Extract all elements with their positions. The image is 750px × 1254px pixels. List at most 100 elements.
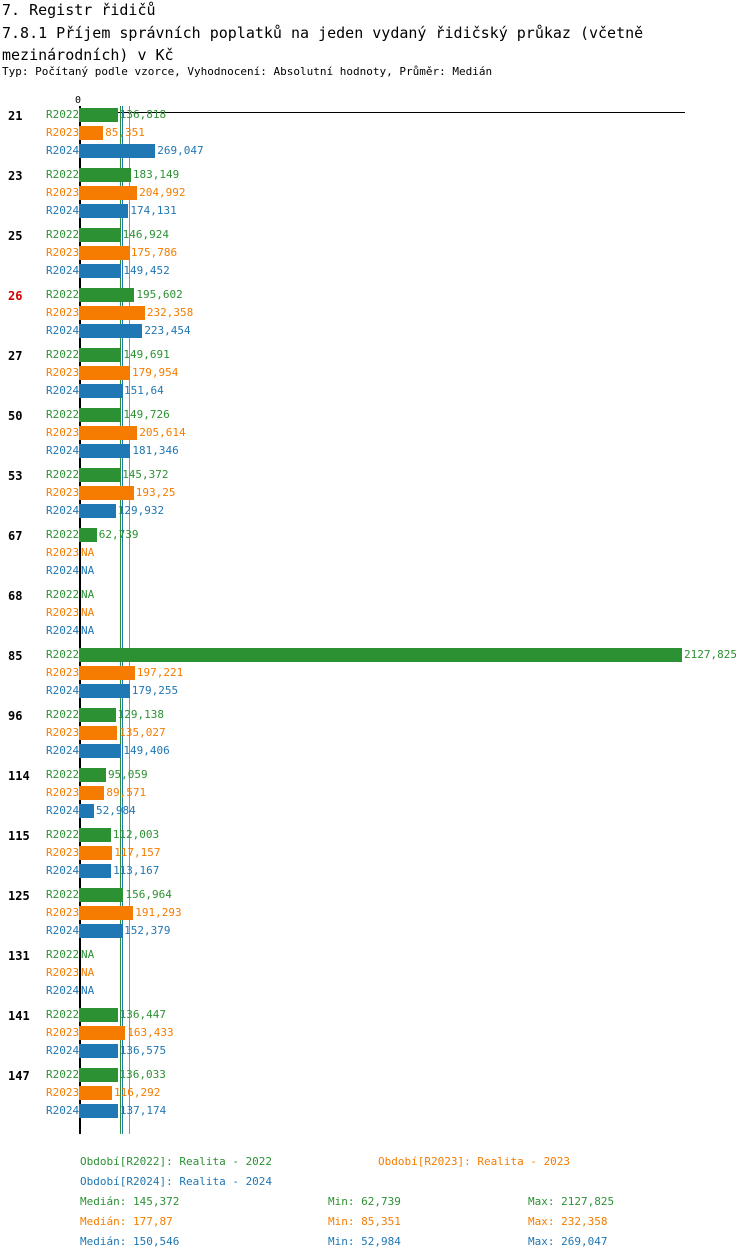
bar-147-R2024[interactable] [79,1104,118,1118]
bar-value-label: 136,575 [119,1044,167,1057]
series-label-R2022: R2022 [46,828,80,841]
bar-25-R2022[interactable] [79,228,121,242]
bar-value-label: 156,964 [125,888,172,901]
series-label-R2024: R2024 [46,984,80,997]
bar-value-label: 163,433 [127,1026,174,1039]
bar-value-label: 193,25 [135,486,176,499]
legend-median-R2024: Medián: 150,546 [80,1235,180,1248]
bar-85-R2023[interactable] [79,666,135,680]
bar-row: R2023 175,786 [0,244,750,262]
bar-147-R2023[interactable] [79,1086,112,1100]
bar-row: R2022 136,818 [0,106,750,124]
bar-114-R2022[interactable] [79,768,106,782]
axis-origin-label: 0 [75,95,82,106]
axis-vertical-line [79,106,81,1134]
bar-row: R2022 NA [0,946,750,964]
series-label-R2024: R2024 [46,564,80,577]
series-label-R2022: R2022 [46,1008,80,1021]
bar-23-R2022[interactable] [79,168,131,182]
bar-21-R2024[interactable] [79,144,156,158]
bar-value-label: 149,691 [123,348,170,361]
series-label-R2023: R2023 [46,426,80,439]
legend-max-R2022: Max: 2127,825 [528,1195,615,1208]
bar-25-R2024[interactable] [79,264,122,278]
bar-value-label: 151,64 [123,384,164,397]
bar-115-R2024[interactable] [79,864,112,878]
bar-row: R2024 NA [0,562,750,580]
bar-114-R2023[interactable] [79,786,105,800]
series-label-R2023: R2023 [46,186,80,199]
bar-50-R2024[interactable] [79,444,131,458]
legend-min-R2024: Min: 52,984 [328,1235,401,1248]
bar-27-R2022[interactable] [79,348,122,362]
bar-value-label: 136,033 [119,1068,166,1081]
series-label-R2023: R2023 [46,546,80,559]
series-label-R2024: R2024 [46,684,80,697]
bar-53-R2024[interactable] [79,504,116,518]
bar-row: R2023 179,954 [0,364,750,382]
bar-141-R2023[interactable] [79,1026,126,1040]
legend-max-R2024: Max: 269,047 [528,1235,608,1248]
legend-max-R2023: Max: 232,358 [528,1215,608,1228]
bar-67-R2022[interactable] [79,528,97,542]
bar-114-R2024[interactable] [79,804,94,818]
series-label-R2024: R2024 [46,324,80,337]
bar-53-R2023[interactable] [79,486,134,500]
bar-value-label: 52,984 [96,804,136,817]
bar-row: R2023 NA [0,544,750,562]
bar-row: R2022 156,964 [0,886,750,904]
series-label-R2023: R2023 [46,846,80,859]
bar-row: R2022 2127,825 [0,646,750,664]
series-label-R2022: R2022 [46,768,80,781]
bar-value-label: 181,346 [132,444,179,457]
legend-item-R2022: Období[R2022]: Realita - 2022 [80,1155,273,1168]
bar-96-R2023[interactable] [79,726,118,740]
legend-item-R2023: Období[R2023]: Realita - 2023 [378,1155,571,1168]
bar-125-R2023[interactable] [79,906,134,920]
bar-21-R2023[interactable] [79,126,104,140]
bar-23-R2023[interactable] [79,186,138,200]
bar-27-R2024[interactable] [79,384,122,398]
bar-53-R2022[interactable] [79,468,121,482]
bar-26-R2023[interactable] [79,306,145,320]
bar-85-R2022[interactable] [79,648,682,662]
series-label-R2022: R2022 [46,168,80,181]
bar-value-label: 179,255 [131,684,179,697]
bar-115-R2023[interactable] [79,846,113,860]
bar-value-label: 2127,825 [684,648,737,661]
bar-141-R2024[interactable] [79,1044,118,1058]
bar-96-R2024[interactable] [79,744,122,758]
series-label-R2022: R2022 [46,108,80,121]
bar-21-R2022[interactable] [79,108,118,122]
bar-row: R2023 117,157 [0,844,750,862]
bar-26-R2024[interactable] [79,324,143,338]
bar-value-label: 112,003 [112,828,160,841]
bar-125-R2022[interactable] [79,888,124,902]
bar-141-R2022[interactable] [79,1008,118,1022]
group-label-125: 125 [8,889,30,903]
bar-row: R2023 NA [0,964,750,982]
bar-125-R2024[interactable] [79,924,123,938]
series-label-R2024: R2024 [46,1044,80,1057]
bar-23-R2024[interactable] [79,204,129,218]
series-label-R2022: R2022 [46,888,80,901]
series-label-R2024: R2024 [46,144,80,157]
bar-row: R2022 112,003 [0,826,750,844]
bar-27-R2023[interactable] [79,366,130,380]
bar-115-R2022[interactable] [79,828,111,842]
series-label-R2022: R2022 [46,348,80,361]
bar-85-R2024[interactable] [79,684,130,698]
bar-row: R2022 183,149 [0,166,750,184]
bar-50-R2022[interactable] [79,408,122,422]
bar-147-R2022[interactable] [79,1068,118,1082]
group-label-96: 96 [8,709,23,723]
bar-26-R2022[interactable] [79,288,135,302]
bar-value-label: 205,614 [139,426,186,439]
series-label-R2024: R2024 [46,864,80,877]
bar-value-label: 174,131 [130,204,177,217]
bar-96-R2022[interactable] [79,708,116,722]
bar-25-R2023[interactable] [79,246,129,260]
bar-value-label: 179,954 [131,366,179,379]
bar-50-R2023[interactable] [79,426,138,440]
series-label-R2022: R2022 [46,948,80,961]
